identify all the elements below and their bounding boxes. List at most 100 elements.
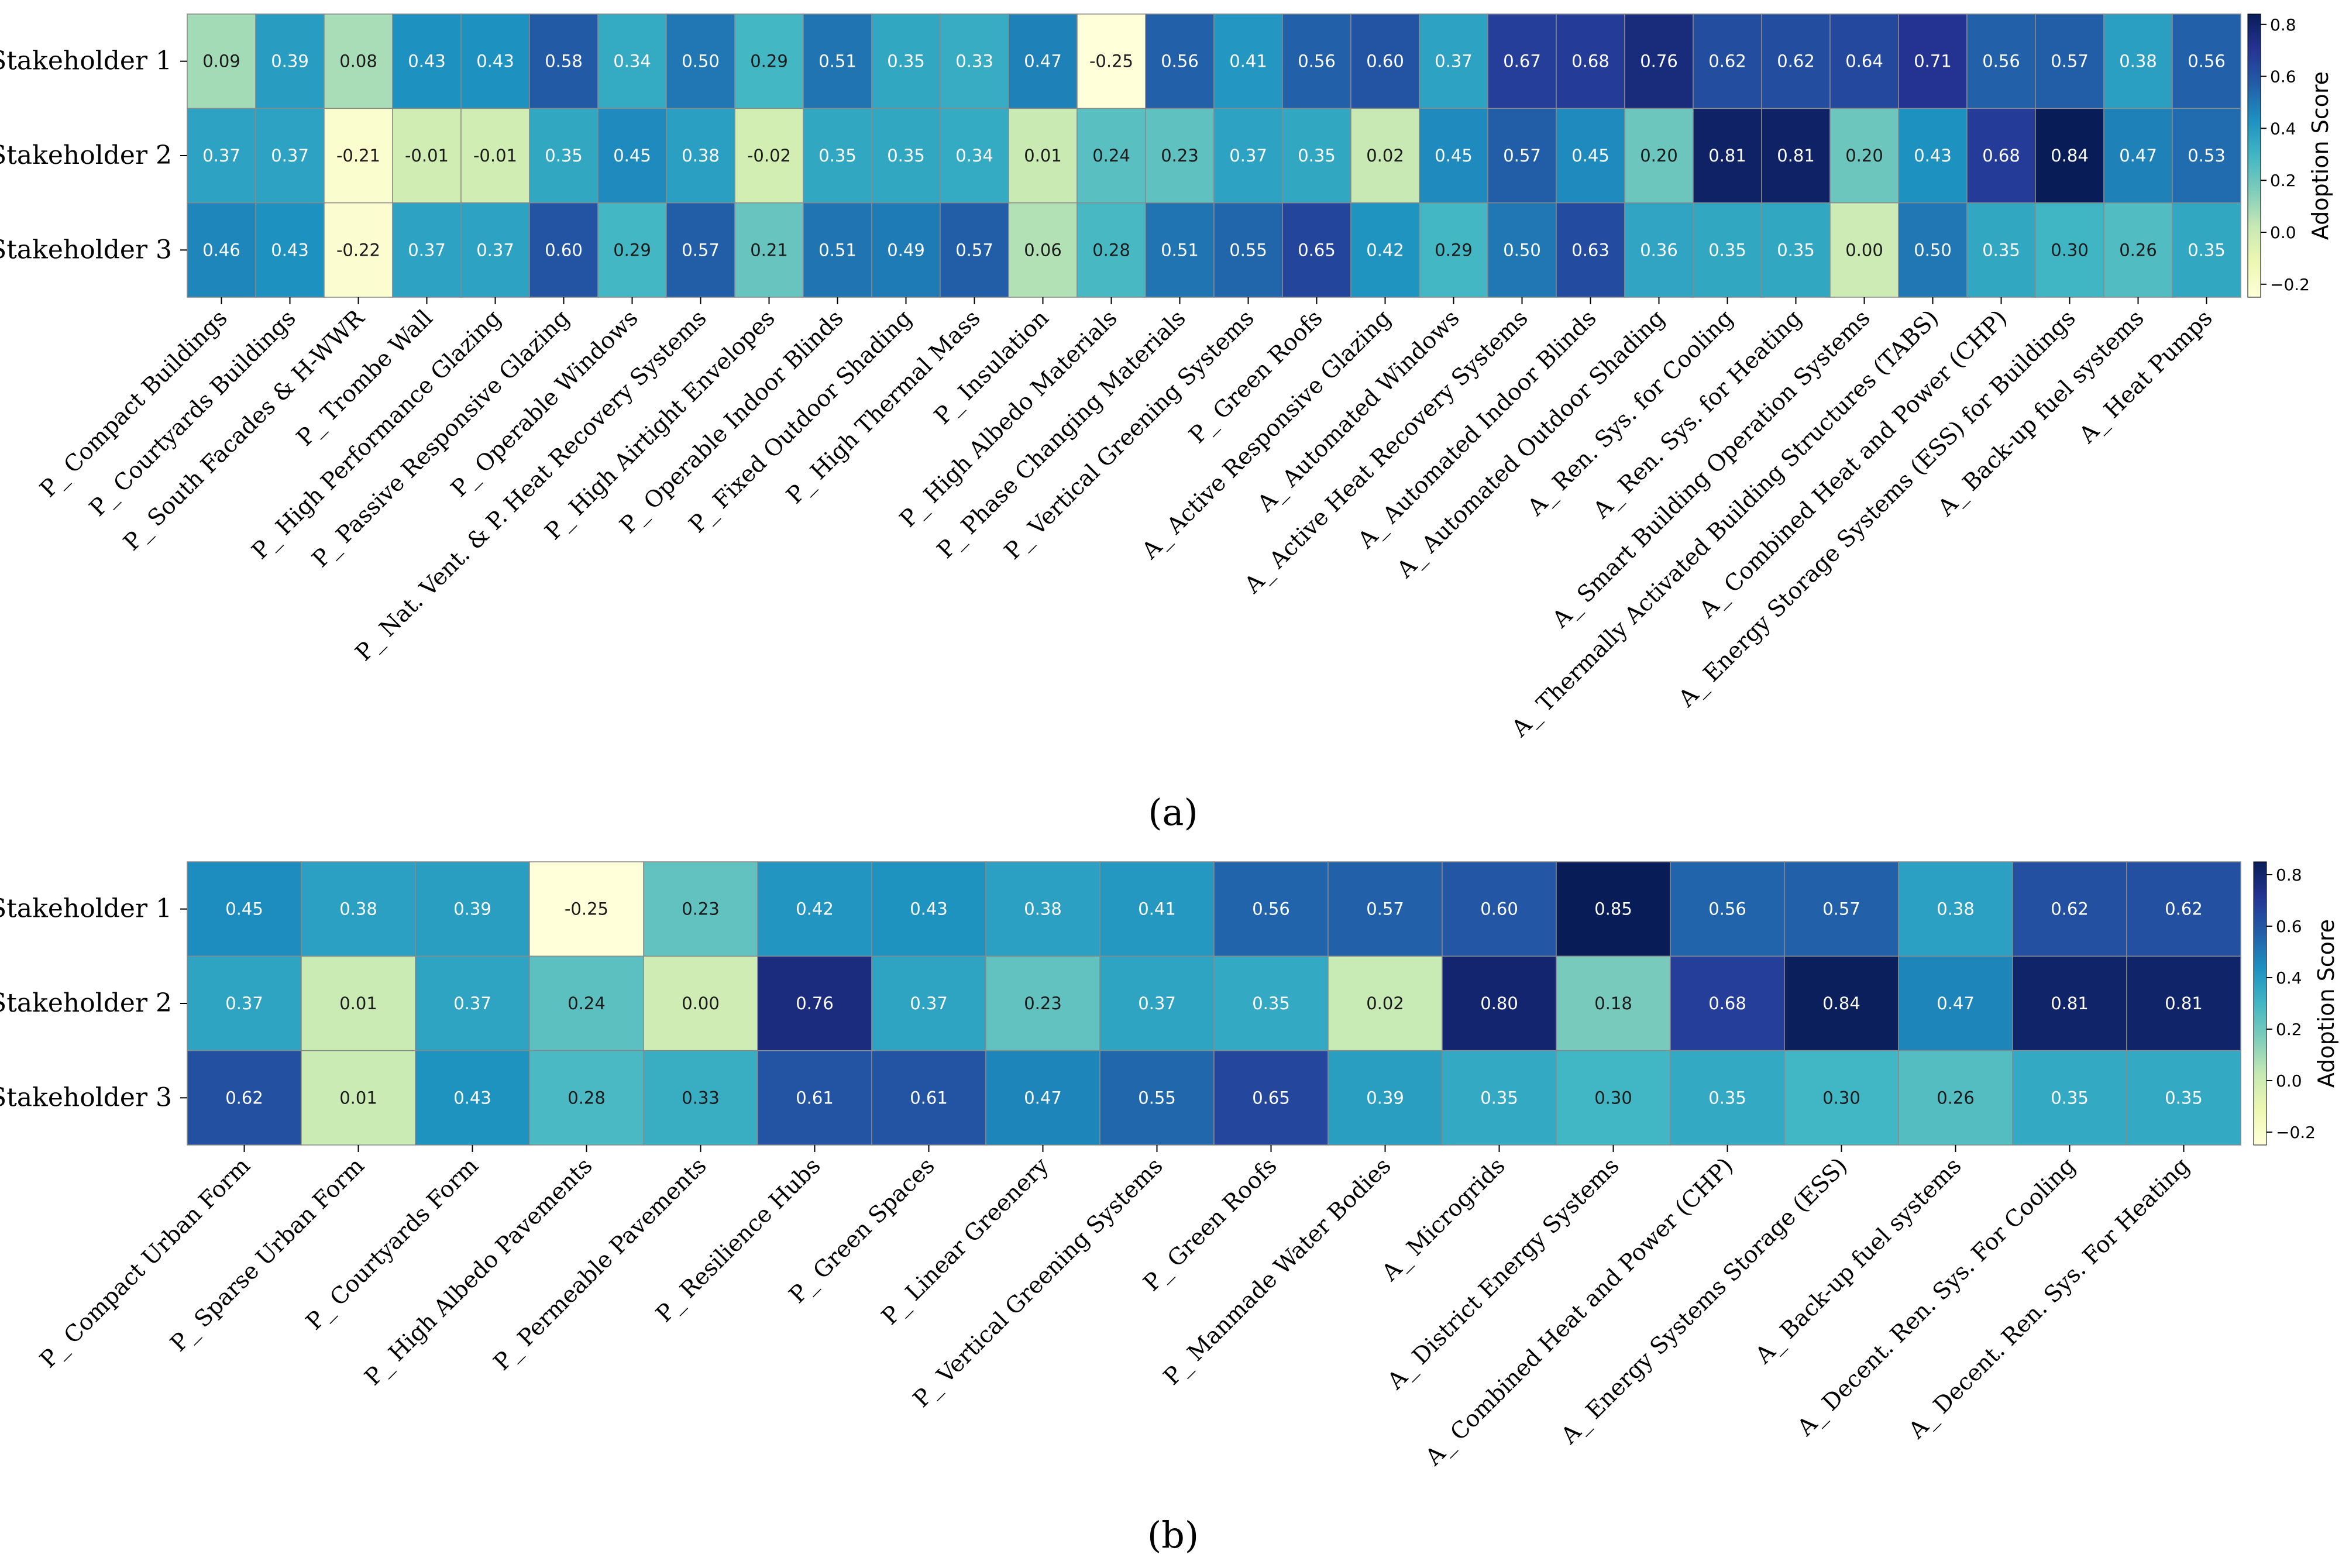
- heatmap-cell: [1693, 108, 1762, 204]
- colorbar-tick-label: 0.4: [2276, 968, 2302, 988]
- heatmap-cell: [666, 202, 735, 298]
- heatmap-cell: [1966, 13, 2036, 109]
- column-label: A_ Microgrids: [1377, 1153, 1511, 1287]
- heatmap-cell: [1008, 13, 1078, 109]
- column-label: P_ Phase Changing Materials: [932, 305, 1191, 563]
- cell-value-label: 0.43: [271, 240, 309, 260]
- heatmap-cell: [2103, 13, 2173, 109]
- cell-value-label: 0.43: [453, 1088, 491, 1108]
- heatmap-cell: [985, 955, 1100, 1051]
- cell-value-label: 0.29: [750, 51, 788, 71]
- cell-value-label: 0.57: [682, 240, 720, 260]
- heatmap-cell: [1693, 13, 1762, 109]
- heatmap-cell: [1282, 108, 1351, 204]
- heatmap-cell: [1670, 1050, 1785, 1146]
- heatmap-cell: [1624, 13, 1694, 109]
- row-label: Stakeholder 2: [0, 140, 172, 170]
- heatmap-cell: [757, 861, 872, 957]
- heatmap-cell: [1898, 202, 1968, 298]
- heatmap-cell: [1419, 108, 1488, 204]
- cell-value-label: 0.68: [1708, 993, 1746, 1013]
- heatmap-cell: [734, 108, 804, 204]
- cell-value-label: 0.36: [1640, 240, 1678, 260]
- heatmap-cell: [1670, 861, 1785, 957]
- colorbar-tick-label: 0.8: [2276, 865, 2302, 885]
- colorbar-tick-label: 0.0: [2276, 1071, 2302, 1091]
- cell-value-label: 0.00: [682, 993, 720, 1013]
- heatmap-cell: [1350, 202, 1420, 298]
- cell-value-label: 0.57: [1503, 146, 1541, 166]
- cell-value-label: 0.45: [1571, 146, 1609, 166]
- cell-value-label: 0.58: [545, 51, 583, 71]
- heatmap-cell: [1966, 202, 2036, 298]
- cell-value-label: -0.25: [1089, 51, 1133, 71]
- heatmap-cell: [529, 13, 599, 109]
- cell-value-label: 0.84: [1822, 993, 1860, 1013]
- cell-value-label: 0.60: [545, 240, 583, 260]
- cell-value-label: 0.45: [225, 899, 263, 919]
- heatmap-cell: [597, 202, 667, 298]
- heatmap-cell: [757, 955, 872, 1051]
- cell-value-label: 0.51: [1161, 240, 1199, 260]
- column-label: P_ Sparse Urban Form: [166, 1153, 370, 1357]
- cell-value-label: 0.80: [1480, 993, 1518, 1013]
- heatmap-cell: [529, 202, 599, 298]
- heatmap-cell: [1213, 202, 1283, 298]
- heatmap-cell: [643, 955, 758, 1051]
- cell-value-label: 0.47: [1024, 1088, 1062, 1108]
- heatmap-cell: [1624, 202, 1694, 298]
- cell-value-label: 0.34: [613, 51, 651, 71]
- cell-value-label: 0.28: [1092, 240, 1130, 260]
- column-label: P_ Vertical Greening Systems: [999, 305, 1259, 565]
- colorbar-tick-label: 0.6: [2276, 917, 2302, 936]
- cell-value-label: 0.43: [1914, 146, 1952, 166]
- cell-value-label: 0.34: [955, 146, 993, 166]
- heatmap-cell: [415, 861, 530, 957]
- heatmap-cell: [301, 1050, 416, 1146]
- cell-value-label: -0.21: [336, 146, 380, 166]
- cell-value-label: 0.30: [1822, 1088, 1860, 1108]
- cell-value-label: 0.02: [1366, 993, 1404, 1013]
- heatmap-cell: [1213, 108, 1283, 204]
- heatmap-cell: [392, 202, 462, 298]
- cell-value-label: 0.56: [1161, 51, 1199, 71]
- cell-value-label: 0.56: [1982, 51, 2020, 71]
- cell-value-label: 0.26: [2119, 240, 2157, 260]
- column-label: A_ Smart Building Operation Systems: [1547, 305, 1875, 633]
- heatmap-cell: [1761, 202, 1831, 298]
- heatmap-cell: [301, 861, 416, 957]
- cell-value-label: 0.39: [271, 51, 309, 71]
- heatmap-cell: [187, 202, 256, 298]
- cell-value-label: 0.85: [1594, 899, 1632, 919]
- cell-value-label: 0.56: [1252, 899, 1290, 919]
- cell-value-label: 0.65: [1298, 240, 1336, 260]
- heatmap-cell: [460, 13, 530, 109]
- row-label: Stakeholder 3: [0, 1082, 172, 1112]
- row-label: Stakeholder 1: [0, 46, 172, 76]
- heatmap-cell: [1487, 13, 1557, 109]
- column-label: A_ District Energy Systems: [1382, 1153, 1624, 1395]
- heatmap-cell: [1008, 108, 1078, 204]
- cell-value-label: 0.35: [1777, 240, 1815, 260]
- heatmap-cell: [529, 955, 644, 1051]
- heatmap-cell: [803, 108, 872, 204]
- cell-value-label: 0.01: [339, 1088, 377, 1108]
- heatmap-cell: [187, 108, 256, 204]
- heatmap-cell: [597, 108, 667, 204]
- cell-value-label: 0.47: [1937, 993, 1975, 1013]
- cell-value-label: 0.56: [1298, 51, 1336, 71]
- panel-a-caption: (a): [1148, 791, 1198, 834]
- cell-value-label: 0.33: [955, 51, 993, 71]
- heatmap-cell: [1145, 108, 1215, 204]
- cell-value-label: 0.01: [1024, 146, 1062, 166]
- cell-value-label: 0.37: [271, 146, 309, 166]
- heatmap-cell: [2012, 955, 2127, 1051]
- colorbar-tick-label: −0.2: [2276, 1123, 2316, 1142]
- heatmap-cell: [666, 108, 735, 204]
- cell-value-label: 0.20: [1845, 146, 1883, 166]
- cell-value-label: 0.42: [796, 899, 834, 919]
- column-label: P_ Vertical Greening Systems: [908, 1153, 1168, 1412]
- column-label: P_ Compact Urban Form: [35, 1153, 256, 1373]
- heatmap-panel-a: 0.09 0.39 0.08 0.43 0.43 0.58 0.34 0.50 0.29 0.51…: [0, 13, 2333, 742]
